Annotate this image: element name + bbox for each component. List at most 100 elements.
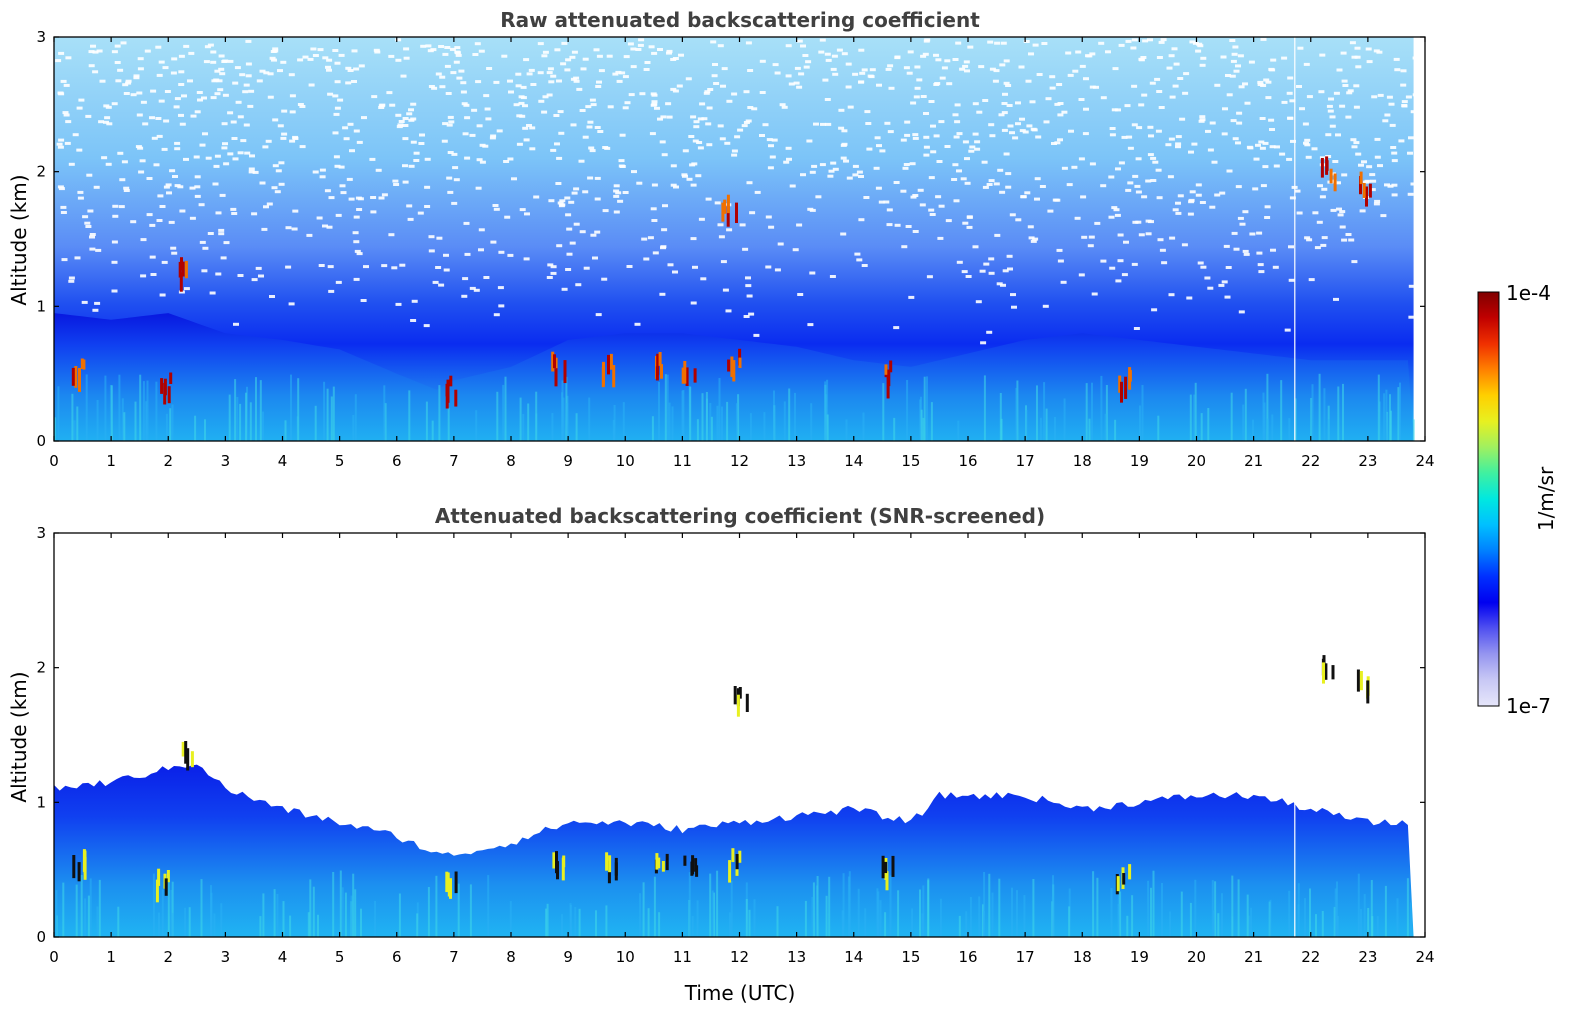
y-tick-label: 0 bbox=[36, 432, 46, 450]
x-tick-label: 6 bbox=[392, 948, 402, 966]
y-tick-label: 2 bbox=[36, 659, 46, 677]
x-tick-label: 18 bbox=[1073, 948, 1092, 966]
cloud-feature bbox=[605, 852, 618, 884]
x-tick-label: 2 bbox=[163, 452, 173, 470]
cloud-feature bbox=[727, 348, 742, 382]
cloud-feature bbox=[445, 375, 458, 409]
y-tick-label: 0 bbox=[36, 928, 46, 946]
cloud-feature bbox=[1356, 669, 1370, 704]
x-tick-label: 14 bbox=[844, 948, 863, 966]
cloud-feature bbox=[551, 351, 567, 387]
cloud-feature bbox=[728, 848, 742, 883]
cloud-feature bbox=[1320, 156, 1337, 192]
cloud-feature bbox=[160, 372, 173, 405]
panel-title: Raw attenuated backscattering coefficien… bbox=[500, 8, 980, 32]
x-tick-label: 7 bbox=[449, 948, 459, 966]
y-axis-label: Altitude (km) bbox=[7, 174, 31, 305]
x-tick-label: 18 bbox=[1073, 452, 1092, 470]
cloud-feature bbox=[181, 741, 194, 771]
cloud-feature bbox=[681, 361, 697, 386]
x-tick-label: 20 bbox=[1187, 948, 1206, 966]
cloud-feature bbox=[552, 851, 566, 881]
colorbar-unit-label: 1/m/sr bbox=[1534, 466, 1558, 531]
x-tick-label: 19 bbox=[1130, 948, 1149, 966]
x-tick-label: 6 bbox=[392, 452, 402, 470]
cloud-feature bbox=[71, 358, 86, 392]
x-tick-label: 2 bbox=[163, 948, 173, 966]
cloud-feature bbox=[155, 868, 170, 903]
x-tick-label: 20 bbox=[1187, 452, 1206, 470]
y-tick-label: 2 bbox=[36, 163, 46, 181]
x-tick-label: 3 bbox=[221, 452, 231, 470]
cloud-feature bbox=[683, 855, 699, 877]
x-tick-label: 19 bbox=[1130, 452, 1149, 470]
y-tick-label: 1 bbox=[36, 793, 46, 811]
cloud-feature bbox=[601, 353, 616, 388]
x-tick-label: 8 bbox=[506, 948, 516, 966]
raw-backscatter-panel: Raw attenuated backscattering coefficien… bbox=[7, 8, 1435, 470]
x-tick-label: 21 bbox=[1244, 948, 1263, 966]
x-tick-label: 5 bbox=[335, 452, 345, 470]
x-tick-label: 13 bbox=[787, 948, 806, 966]
cloud-feature bbox=[1359, 171, 1372, 207]
x-tick-label: 3 bbox=[221, 948, 231, 966]
y-tick-label: 3 bbox=[36, 524, 46, 542]
x-tick-label: 4 bbox=[278, 452, 288, 470]
heatmap-area bbox=[54, 533, 1414, 937]
cloud-feature bbox=[1118, 367, 1132, 403]
colorbar: 1e-4 1e-7 1/m/sr bbox=[1477, 281, 1558, 718]
x-tick-label: 16 bbox=[958, 948, 977, 966]
cloud-feature bbox=[72, 849, 87, 882]
x-tick-label: 17 bbox=[1016, 948, 1035, 966]
x-tick-label: 13 bbox=[787, 452, 806, 470]
cloud-feature bbox=[178, 257, 188, 292]
y-axis-label: Altitude (km) bbox=[7, 671, 31, 802]
y-tick-label: 1 bbox=[36, 297, 46, 315]
x-tick-label: 10 bbox=[616, 452, 635, 470]
x-tick-label: 22 bbox=[1301, 948, 1320, 966]
x-tick-label: 12 bbox=[730, 948, 749, 966]
colorbar-min-label: 1e-7 bbox=[1506, 694, 1551, 718]
x-tick-label: 0 bbox=[49, 948, 59, 966]
x-tick-label: 1 bbox=[106, 948, 116, 966]
x-tick-label: 21 bbox=[1244, 452, 1263, 470]
cloud-feature bbox=[733, 686, 749, 717]
x-tick-label: 16 bbox=[958, 452, 977, 470]
x-axis-label: Time (UTC) bbox=[684, 981, 796, 1005]
x-tick-label: 10 bbox=[616, 948, 635, 966]
x-tick-label: 12 bbox=[730, 452, 749, 470]
x-axis: 0 1 2 3 4 5 6 7 8 9 10 11 12 13 14 15 16 17 18 19 20 21 22 23 24 bbox=[49, 533, 1435, 966]
y-tick-label: 3 bbox=[36, 28, 46, 46]
cloud-feature bbox=[884, 360, 893, 399]
cloud-feature bbox=[721, 194, 738, 227]
y-axis: 0 1 2 3 bbox=[36, 524, 1425, 946]
x-tick-label: 15 bbox=[901, 948, 920, 966]
x-tick-label: 11 bbox=[673, 452, 692, 470]
x-tick-label: 7 bbox=[449, 452, 459, 470]
heatmap-area bbox=[54, 37, 1419, 441]
cloud-feature bbox=[655, 352, 663, 381]
x-tick-label: 17 bbox=[1016, 452, 1035, 470]
cloud-feature bbox=[881, 855, 895, 891]
x-tick-label: 0 bbox=[49, 452, 59, 470]
x-tick-label: 24 bbox=[1415, 452, 1434, 470]
aerosol-streaks bbox=[54, 373, 1415, 441]
x-tick-label: 24 bbox=[1415, 948, 1434, 966]
cloud-feature bbox=[1321, 655, 1335, 684]
x-tick-label: 9 bbox=[563, 452, 573, 470]
x-tick-label: 8 bbox=[506, 452, 516, 470]
aerosol-streaks bbox=[55, 870, 1412, 937]
x-tick-label: 11 bbox=[673, 948, 692, 966]
x-tick-label: 22 bbox=[1301, 452, 1320, 470]
cloud-feature bbox=[654, 853, 669, 874]
x-tick-label: 23 bbox=[1358, 452, 1377, 470]
x-tick-label: 4 bbox=[278, 948, 288, 966]
panel-title: Attenuated backscattering coefficient (S… bbox=[435, 504, 1045, 528]
noise-speckle bbox=[55, 37, 1419, 345]
y-axis: 0 1 2 3 bbox=[36, 28, 1425, 450]
x-tick-label: 9 bbox=[563, 948, 573, 966]
snr-screened-panel: Attenuated backscattering coefficient (S… bbox=[7, 504, 1435, 1005]
x-tick-label: 1 bbox=[106, 452, 116, 470]
cloud-feature bbox=[1115, 864, 1132, 895]
